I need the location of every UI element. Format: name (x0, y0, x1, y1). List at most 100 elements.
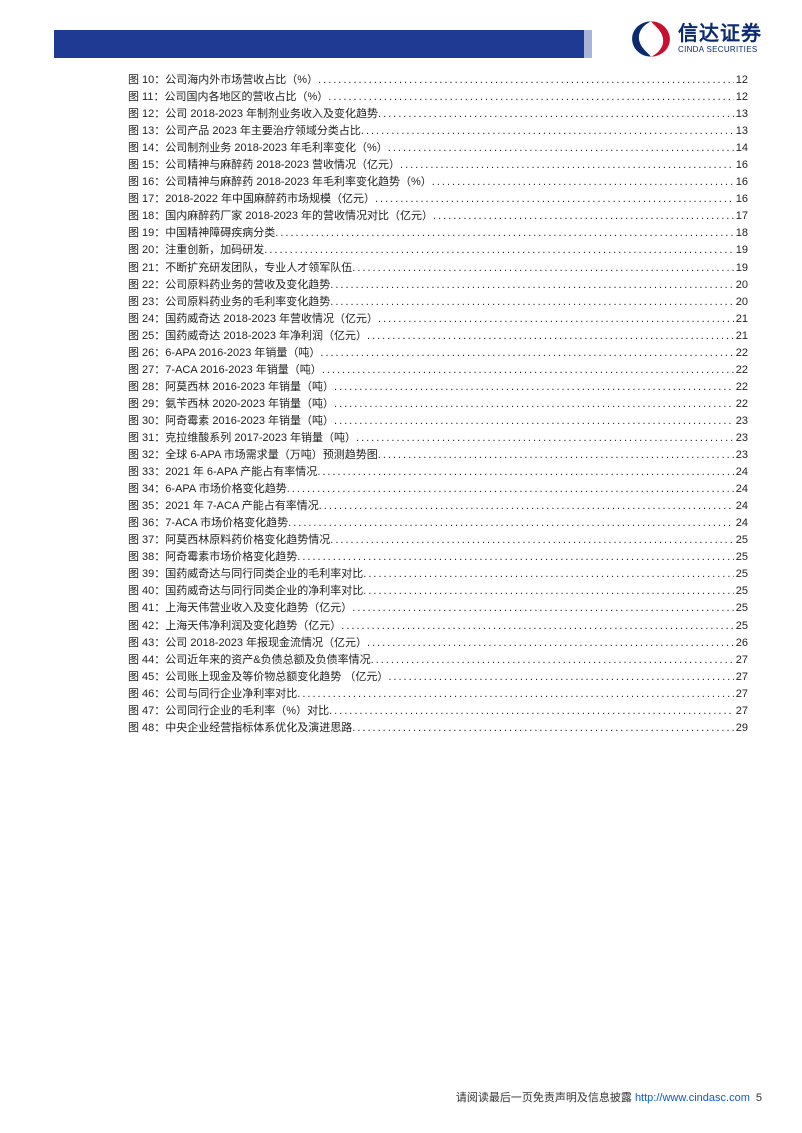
toc-label: 图 43： (128, 635, 165, 652)
toc-label: 图 16： (128, 174, 165, 191)
toc-label: 图 19： (128, 225, 165, 242)
toc-leader-dots (320, 345, 733, 362)
toc-leader-dots (378, 447, 734, 464)
toc-title: 氨苄西林 2020-2023 年销量（吨） (165, 396, 334, 413)
toc-row: 图 11：公司国内各地区的营收占比（%）12 (128, 89, 748, 106)
toc-leader-dots (356, 430, 734, 447)
brand-name-en: CINDA SECURITIES (678, 46, 762, 54)
toc-label: 图 32： (128, 447, 165, 464)
toc-leader-dots (371, 652, 734, 669)
toc-leader-dots (288, 515, 734, 532)
toc-label: 图 29： (128, 396, 165, 413)
toc-page: 25 (734, 566, 748, 583)
toc-label: 图 30： (128, 413, 165, 430)
toc-row: 图 24：国药威奇达 2018-2023 年营收情况（亿元）21 (128, 311, 748, 328)
toc-row: 图 14：公司制剂业务 2018-2023 年毛利率变化（%）14 (128, 140, 748, 157)
toc-label: 图 20： (128, 242, 165, 259)
toc-title: 公司国内各地区的营收占比（%） (164, 89, 328, 106)
toc-label: 图 25： (128, 328, 165, 345)
toc-row: 图 40：国药威奇达与同行同类企业的净利率对比25 (128, 583, 748, 600)
toc-title: 中央企业经营指标体系优化及演进思路 (165, 720, 352, 737)
toc-leader-dots (319, 498, 734, 515)
toc-title: 公司与同行企业净利率对比 (165, 686, 297, 703)
toc-leader-dots (287, 481, 734, 498)
toc-leader-dots (297, 686, 733, 703)
toc-label: 图 45： (128, 669, 165, 686)
toc-title: 公司产品 2023 年主要治疗领域分类占比 (165, 123, 361, 140)
toc-title: 上海天伟净利润及变化趋势（亿元） (165, 618, 341, 635)
toc-title: 2021 年 7-ACA 产能占有率情况 (165, 498, 318, 515)
toc-label: 图 35： (128, 498, 165, 515)
toc-leader-dots (361, 123, 734, 140)
toc-leader-dots (367, 635, 734, 652)
toc-leader-dots (432, 174, 734, 191)
toc-page: 29 (734, 720, 748, 737)
toc-page: 13 (734, 123, 748, 140)
toc-leader-dots (341, 618, 733, 635)
toc-label: 图 48： (128, 720, 165, 737)
toc-label: 图 36： (128, 515, 165, 532)
toc-label: 图 13： (128, 123, 165, 140)
toc-page: 22 (734, 345, 748, 362)
toc-row: 图 17：2018-2022 年中国麻醉药市场规模（亿元）16 (128, 191, 748, 208)
toc-row: 图 19：中国精神障碍疾病分类18 (128, 225, 748, 242)
toc-label: 图 18： (128, 208, 165, 225)
toc-label: 图 24： (128, 311, 165, 328)
figure-toc: 图 10：公司海内外市场营收占比（%）12图 11：公司国内各地区的营收占比（%… (128, 72, 748, 737)
toc-row: 图 47：公司同行企业的毛利率（%）对比27 (128, 703, 748, 720)
toc-leader-dots (352, 720, 733, 737)
toc-leader-dots (334, 413, 734, 430)
toc-leader-dots (433, 208, 734, 225)
toc-page: 27 (734, 686, 748, 703)
toc-label: 图 42： (128, 618, 165, 635)
toc-label: 图 21： (128, 260, 165, 277)
toc-label: 图 34： (128, 481, 165, 498)
toc-page: 24 (734, 481, 748, 498)
toc-leader-dots (367, 328, 734, 345)
footer-link[interactable]: http://www.cindasc.com (635, 1092, 750, 1104)
toc-row: 图 26：6-APA 2016-2023 年销量（吨）22 (128, 345, 748, 362)
toc-leader-dots (334, 379, 734, 396)
toc-title: 国药威奇达 2018-2023 年净利润（亿元） (165, 328, 367, 345)
toc-label: 图 46： (128, 686, 165, 703)
toc-leader-dots (330, 294, 733, 311)
toc-title: 公司 2018-2023 年报现金流情况（亿元） (165, 635, 367, 652)
brand-name-cn: 信达证券 (678, 24, 762, 44)
toc-label: 图 31： (128, 430, 165, 447)
toc-label: 图 33： (128, 464, 165, 481)
toc-leader-dots (400, 157, 734, 174)
header-stripe (584, 30, 592, 58)
toc-leader-dots (318, 72, 734, 89)
toc-leader-dots (275, 225, 733, 242)
toc-leader-dots (363, 583, 733, 600)
toc-page: 22 (734, 379, 748, 396)
toc-title: 阿奇霉素 2016-2023 年销量（吨） (165, 413, 334, 430)
toc-title: 阿莫西林 2016-2023 年销量（吨） (165, 379, 334, 396)
toc-page: 22 (734, 362, 748, 379)
toc-leader-dots (334, 396, 734, 413)
toc-title: 公司 2018-2023 年制剂业务收入及变化趋势 (165, 106, 378, 123)
header-bar (54, 30, 584, 58)
toc-row: 图 15：公司精神与麻醉药 2018-2023 营收情况（亿元）16 (128, 157, 748, 174)
toc-page: 14 (734, 140, 748, 157)
logo-swirl-icon (630, 18, 672, 60)
toc-row: 图 22：公司原料药业务的营收及变化趋势20 (128, 277, 748, 294)
toc-label: 图 10： (128, 72, 165, 89)
toc-title: 国药威奇达与同行同类企业的毛利率对比 (165, 566, 363, 583)
toc-row: 图 20：注重创新，加码研发19 (128, 242, 748, 259)
toc-leader-dots (378, 311, 734, 328)
toc-row: 图 27：7-ACA 2016-2023 年销量（吨）22 (128, 362, 748, 379)
toc-leader-dots (264, 242, 733, 259)
toc-row: 图 21：不断扩充研发团队，专业人才领军队伍19 (128, 260, 748, 277)
toc-page: 12 (734, 89, 748, 106)
toc-page: 25 (734, 618, 748, 635)
toc-page: 27 (734, 703, 748, 720)
toc-label: 图 26： (128, 345, 165, 362)
toc-row: 图 41：上海天伟营业收入及变化趋势（亿元）25 (128, 600, 748, 617)
toc-title: 公司原料药业务的毛利率变化趋势 (165, 294, 330, 311)
toc-title: 公司制剂业务 2018-2023 年毛利率变化（%） (165, 140, 388, 157)
toc-title: 公司海内外市场营收占比（%） (165, 72, 318, 89)
toc-leader-dots (330, 277, 733, 294)
toc-label: 图 22： (128, 277, 165, 294)
toc-page: 27 (734, 669, 748, 686)
